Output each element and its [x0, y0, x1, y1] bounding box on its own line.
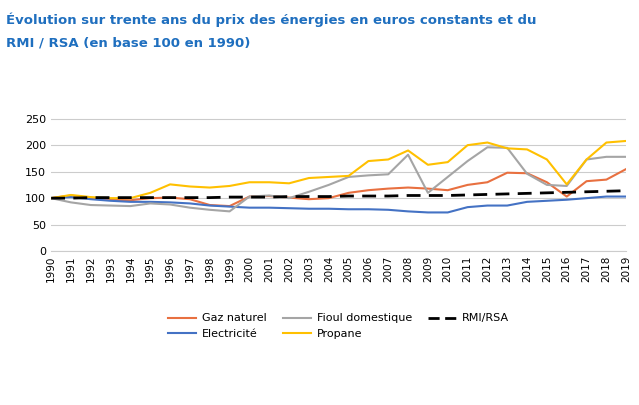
Text: Évolution sur trente ans du prix des énergies en euros constants et du: Évolution sur trente ans du prix des éne…: [6, 12, 537, 27]
Legend: Gaz naturel, Electricité, Fioul domestique, Propane, RMI/RSA: Gaz naturel, Electricité, Fioul domestiq…: [164, 309, 513, 343]
Text: RMI / RSA (en base 100 en 1990): RMI / RSA (en base 100 en 1990): [6, 36, 250, 49]
